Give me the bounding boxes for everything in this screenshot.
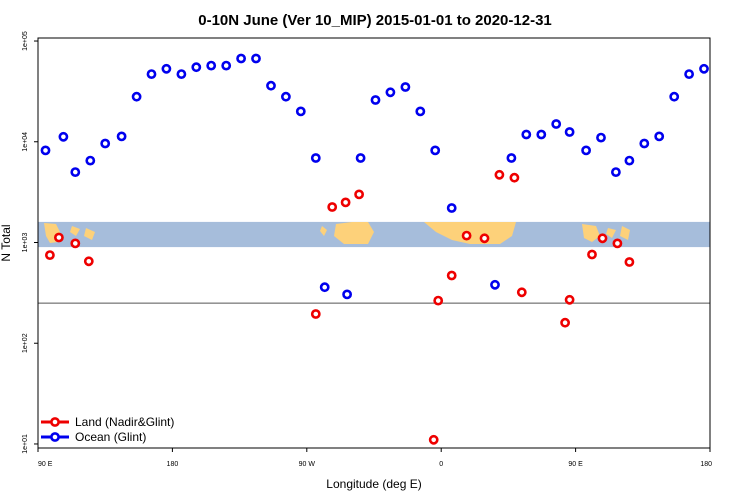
data-point-ocean [385,87,396,98]
data-point-land [597,233,608,244]
data-point-land [624,257,635,267]
data-point-ocean [536,129,547,140]
data-point-land [54,232,64,243]
data-point-ocean [116,131,127,142]
data-point-ocean [551,119,562,129]
data-point-land [564,294,575,305]
data-point-ocean [654,131,665,142]
data-point-land [494,169,505,180]
data-point-ocean [699,63,709,74]
data-point-ocean [355,153,366,163]
data-point-land [612,238,623,249]
data-point-ocean [70,167,81,177]
y-tick-label: 1e+05 [22,31,29,51]
land-patch-central-america [320,226,327,236]
data-point-ocean [564,127,575,137]
data-point-ocean [639,138,650,149]
data-point-ocean [446,203,457,213]
data-point-ocean [206,60,217,71]
legend-marker-land [50,417,60,427]
data-point-ocean [430,145,441,156]
map-band [38,221,710,248]
data-point-ocean [221,60,232,71]
y-tick-label: 1e+03 [22,233,29,253]
y-axis-label: N Total [0,224,13,261]
data-point-ocean [58,131,69,142]
data-point-land [45,250,55,260]
data-point-ocean [236,53,246,64]
legend-marker-ocean [50,432,60,442]
data-point-land [70,238,81,249]
data-point-ocean [624,155,635,166]
data-point-ocean [684,69,694,79]
data-point-ocean [506,153,517,163]
data-point-ocean [611,167,621,177]
data-point-ocean [490,279,500,290]
data-point-land [433,295,444,306]
data-point-land [327,202,338,212]
data-point-ocean [161,63,172,74]
data-point-land [479,233,490,244]
data-point-land [428,434,439,445]
legend: Land (Nadir&Glint) Ocean (Glint) [41,415,174,444]
y-tick-label: 1e+02 [22,333,29,353]
data-point-land [516,287,527,298]
legend-label-ocean: Ocean (Glint) [75,430,146,444]
data-point-ocean [669,91,680,102]
data-point-ocean [251,53,261,64]
x-tick-label: 180 [167,461,179,468]
x-axis: 90 E 180 90 W 0 90 E 180 [37,448,712,468]
data-point-ocean [319,282,330,293]
land-patch-asia-east [582,224,600,242]
data-point-ocean [581,145,591,156]
data-points [40,53,709,445]
x-tick-label: 90 E [38,461,53,468]
data-point-ocean [146,69,157,79]
data-point-ocean [342,289,352,300]
data-point-ocean [295,106,306,117]
chart-title: 0-10N June (Ver 10_MIP) 2015-01-01 to 20… [198,12,552,29]
data-point-ocean [400,82,411,92]
land-patch-islands-east [606,228,616,238]
plot-frame [37,37,711,449]
data-point-land [83,256,94,267]
data-point-ocean [131,91,142,102]
data-point-ocean [191,62,202,73]
x-tick-label: 90 E [568,461,583,468]
data-point-land [587,249,597,260]
data-point-ocean [596,132,606,143]
data-point-ocean [176,69,187,79]
data-point-ocean [521,129,532,140]
data-point-ocean [40,145,51,156]
data-point-land [560,317,570,328]
y-tick-label: 1e+04 [22,132,29,152]
land-patch-new-guinea-east [620,226,630,240]
data-point-land [354,189,364,200]
data-point-ocean [85,155,96,166]
x-axis-label: Longitude (deg E) [326,477,421,491]
data-point-ocean [370,95,381,105]
data-point-ocean [100,138,111,149]
x-tick-label: 0 [439,461,443,468]
data-point-ocean [310,153,321,163]
x-tick-label: 90 W [299,461,316,468]
x-tick-label: 180 [700,461,712,468]
y-axis: 1e+01 1e+02 1e+03 1e+04 1e+05 [22,31,38,454]
data-point-land [310,309,321,319]
data-point-ocean [266,80,276,91]
data-point-land [446,270,457,281]
data-point-land [509,172,520,183]
data-point-land [461,230,472,241]
land-patch-south-america [334,222,374,244]
legend-label-land: Land (Nadir&Glint) [75,415,174,429]
y-tick-label: 1e+01 [22,434,29,454]
data-point-land [340,197,351,208]
data-point-ocean [415,106,426,117]
land-patch-new-guinea-west [84,228,95,240]
data-point-ocean [280,91,291,102]
land-patch-islands-west [70,226,80,236]
